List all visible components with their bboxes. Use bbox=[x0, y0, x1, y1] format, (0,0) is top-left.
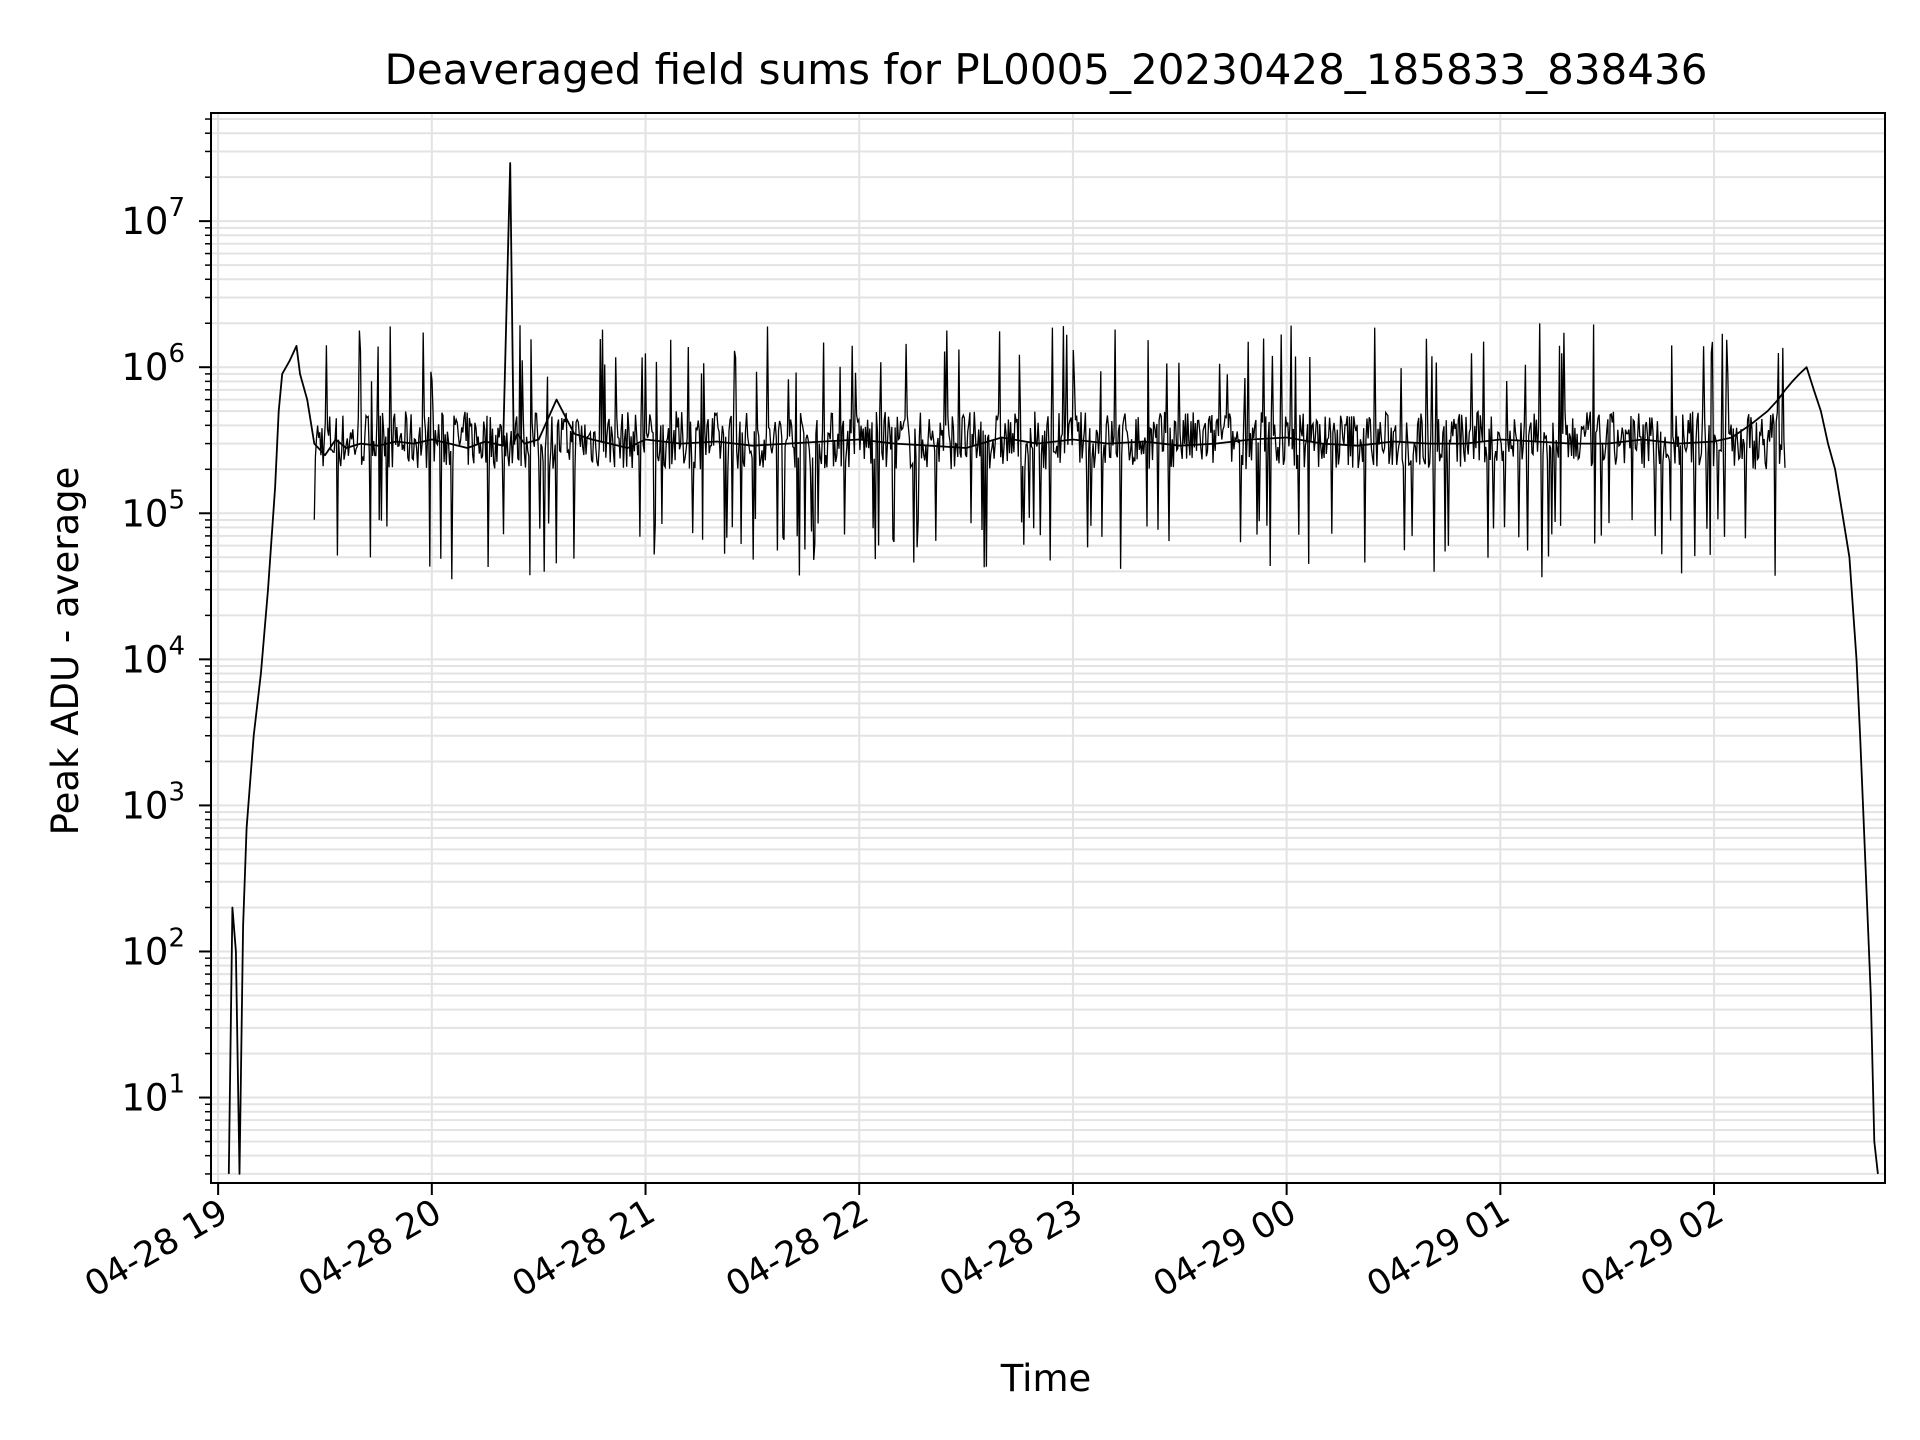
series-noise-line bbox=[313, 323, 1786, 580]
y-tick-label: 103 bbox=[121, 777, 185, 827]
plot-frame bbox=[210, 112, 1886, 1184]
y-tick-label: 102 bbox=[121, 923, 185, 973]
x-axis-label: Time bbox=[1000, 1357, 1092, 1400]
series-group bbox=[227, 162, 1879, 1175]
gridlines bbox=[211, 113, 1885, 1183]
y-tick-label: 107 bbox=[121, 193, 185, 243]
series-line bbox=[227, 162, 1879, 1175]
y-tick-label: 101 bbox=[121, 1070, 185, 1120]
y-axis-label: Peak ADU - average bbox=[44, 467, 87, 836]
y-tick-label: 106 bbox=[121, 339, 185, 389]
y-tick-label: 104 bbox=[121, 631, 185, 681]
chart-title: Deaveraged field sums for PL0005_2023042… bbox=[385, 45, 1708, 94]
y-tick-label: 105 bbox=[121, 485, 185, 535]
y-axis-ticks: 101 102 103 104 105 106 107 bbox=[121, 118, 211, 1175]
